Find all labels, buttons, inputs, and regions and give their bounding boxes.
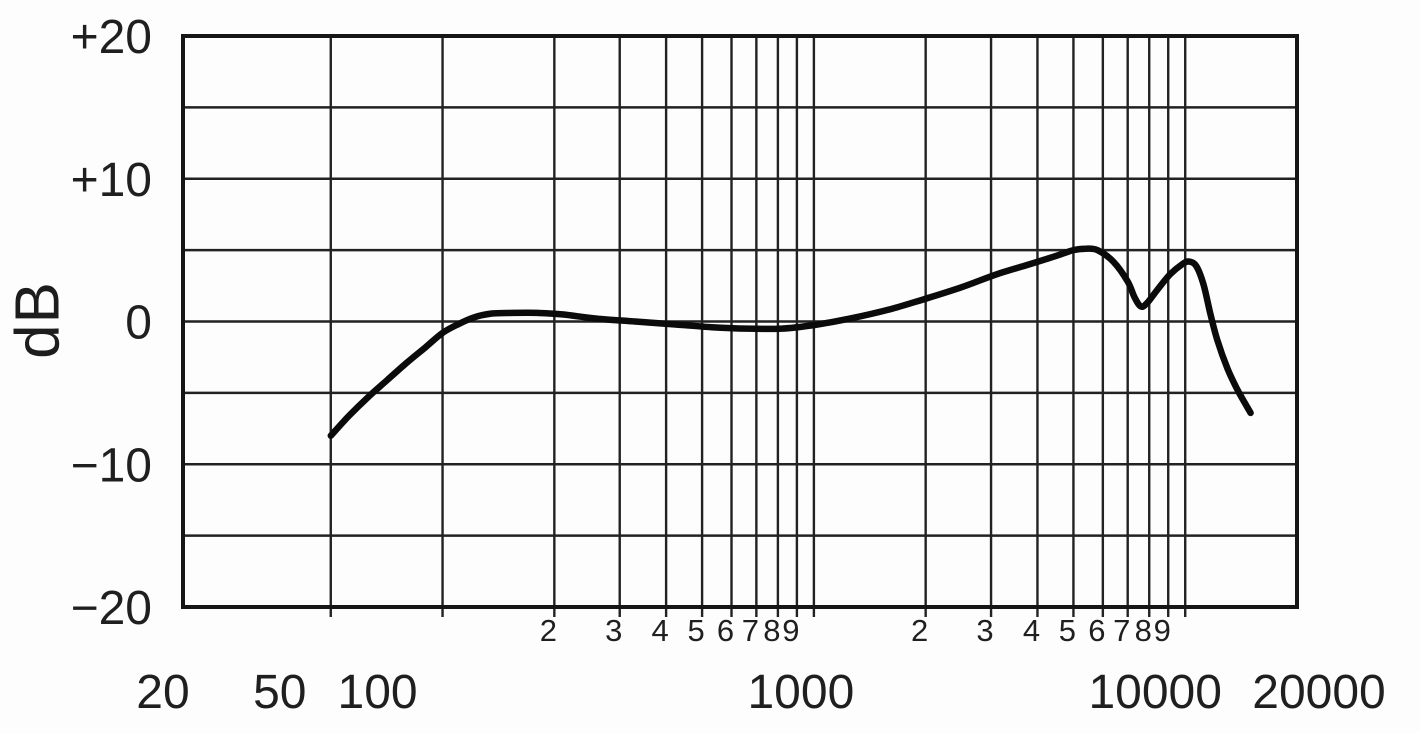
x-major-tick-label: 20: [136, 666, 189, 719]
x-minor-tick-label: 9: [1154, 613, 1171, 648]
plot-border: [181, 34, 1299, 609]
y-tick-label: −20: [71, 582, 152, 635]
y-tick-label: +10: [71, 154, 152, 207]
x-minor-tick-label: 7: [1113, 613, 1130, 648]
frequency-response-curve: [327, 245, 1254, 439]
x-major-tick-label: 20000: [1252, 666, 1385, 719]
x-minor-tick-label: 9: [782, 613, 799, 648]
x-minor-tick-label: 6: [1088, 613, 1105, 648]
x-minor-tick-label: 6: [717, 613, 734, 648]
x-minor-tick-label: 7: [742, 613, 759, 648]
x-minor-tick-label: 5: [687, 613, 704, 648]
y-tick-label: +20: [71, 11, 152, 64]
x-minor-tick-label: 4: [651, 613, 668, 648]
x-minor-tick-label: 2: [911, 613, 928, 648]
x-minor-tick-label: 3: [976, 613, 993, 648]
y-tick-label: −10: [71, 439, 152, 492]
x-minor-tick-label: 4: [1023, 613, 1040, 648]
x-major-tick-label: 50: [253, 666, 306, 719]
x-minor-tick-label: 3: [605, 613, 622, 648]
x-major-tick-label: 10000: [1088, 666, 1221, 719]
y-tick-label: 0: [125, 297, 152, 350]
x-major-tick-label: 100: [338, 666, 418, 719]
x-minor-tick-label: 8: [763, 613, 780, 648]
x-minor-tick-label: 8: [1135, 613, 1152, 648]
x-major-tick-label: 1000: [747, 666, 854, 719]
x-minor-tick-label: 5: [1059, 613, 1076, 648]
x-minor-tick-label: 2: [540, 613, 557, 648]
